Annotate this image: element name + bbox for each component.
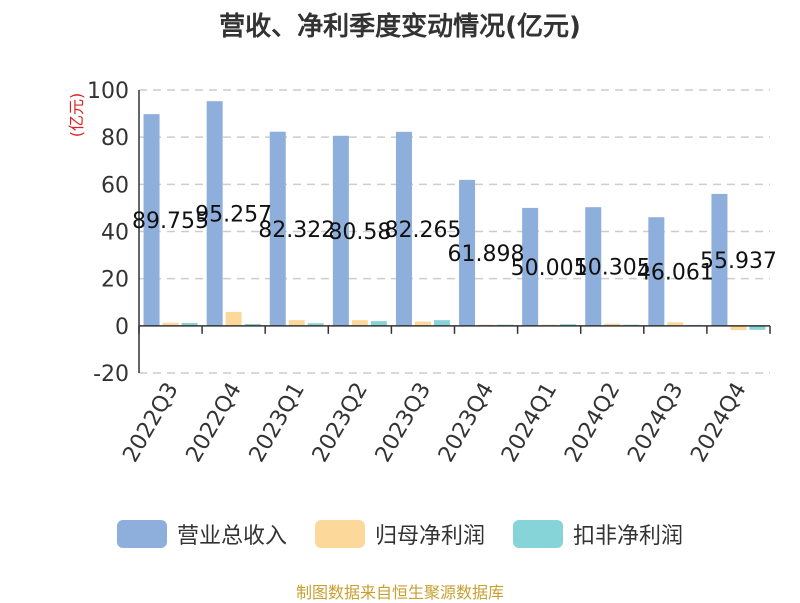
data-label: 82.265 — [384, 218, 461, 243]
legend-label: 归母净利润 — [374, 524, 485, 549]
data-label: 89.755 — [132, 209, 209, 234]
data-label: 80.58 — [328, 220, 391, 245]
bar — [162, 322, 179, 326]
bar — [244, 323, 261, 326]
bar — [585, 207, 602, 326]
y-tick-label: 80 — [101, 126, 129, 151]
bar — [181, 323, 198, 326]
bar — [711, 193, 728, 326]
x-tick-label: 2023Q4 — [434, 379, 499, 467]
bar — [730, 325, 747, 331]
legend-label: 营业总收入 — [176, 524, 287, 549]
legend-item[interactable]: 归母净利润 — [314, 518, 485, 550]
data-label: 55.937 — [700, 249, 777, 274]
source-note: 制图数据来自恒生聚源数据库 — [295, 583, 504, 602]
y-tick-label: -20 — [93, 362, 129, 387]
legend[interactable]: 营业总收入 归母净利润 扣非净利润 — [0, 518, 800, 550]
x-tick-label: 2024Q3 — [623, 379, 688, 467]
data-label: 50.305 — [574, 256, 651, 281]
bar — [522, 207, 539, 326]
data-label: 82.322 — [258, 218, 335, 243]
y-tick-label: 0 — [115, 315, 129, 340]
x-tick-label: 2024Q1 — [497, 379, 562, 467]
bar — [206, 101, 223, 326]
bar — [288, 320, 305, 326]
y-tick-label: 40 — [101, 221, 129, 246]
bar — [269, 131, 286, 326]
x-tick-label: 2024Q2 — [560, 379, 625, 467]
x-tick-label: 2023Q3 — [371, 379, 436, 467]
bar — [351, 320, 368, 326]
bar — [414, 321, 431, 326]
x-tick-label: 2023Q1 — [245, 379, 310, 467]
x-tick-label: 2023Q2 — [308, 379, 373, 467]
bar — [749, 325, 766, 330]
legend-swatch — [314, 520, 365, 548]
y-tick-label: 100 — [87, 79, 129, 104]
bar — [433, 320, 450, 326]
bar — [332, 135, 349, 326]
y-axis-label: (亿元) — [67, 93, 86, 138]
bar — [459, 179, 476, 326]
legend-swatch — [116, 520, 167, 548]
legend-item[interactable]: 营业总收入 — [116, 518, 287, 550]
chart-title: 营收、净利季度变动情况(亿元) — [219, 12, 581, 42]
legend-item[interactable]: 扣非净利润 — [513, 518, 683, 550]
bar — [560, 324, 577, 326]
bar — [667, 322, 684, 326]
data-label: 95.257 — [195, 203, 272, 228]
x-tick-label: 2022Q3 — [118, 379, 183, 467]
bar — [648, 217, 665, 326]
data-label: 46.061 — [637, 261, 714, 286]
y-tick-label: 20 — [101, 268, 129, 293]
legend-swatch — [513, 520, 563, 548]
bar — [395, 131, 412, 326]
bar — [307, 323, 324, 326]
x-tick-label: 2022Q4 — [182, 379, 247, 467]
data-label: 61.898 — [448, 242, 525, 267]
bar — [604, 323, 621, 326]
x-tick-label: 2024Q4 — [686, 379, 751, 467]
data-label: 50.001 — [511, 256, 588, 281]
bar — [143, 114, 160, 326]
bar — [370, 321, 387, 326]
bar — [225, 311, 242, 326]
y-tick-label: 60 — [101, 173, 129, 198]
legend-label: 扣非净利润 — [573, 524, 684, 549]
